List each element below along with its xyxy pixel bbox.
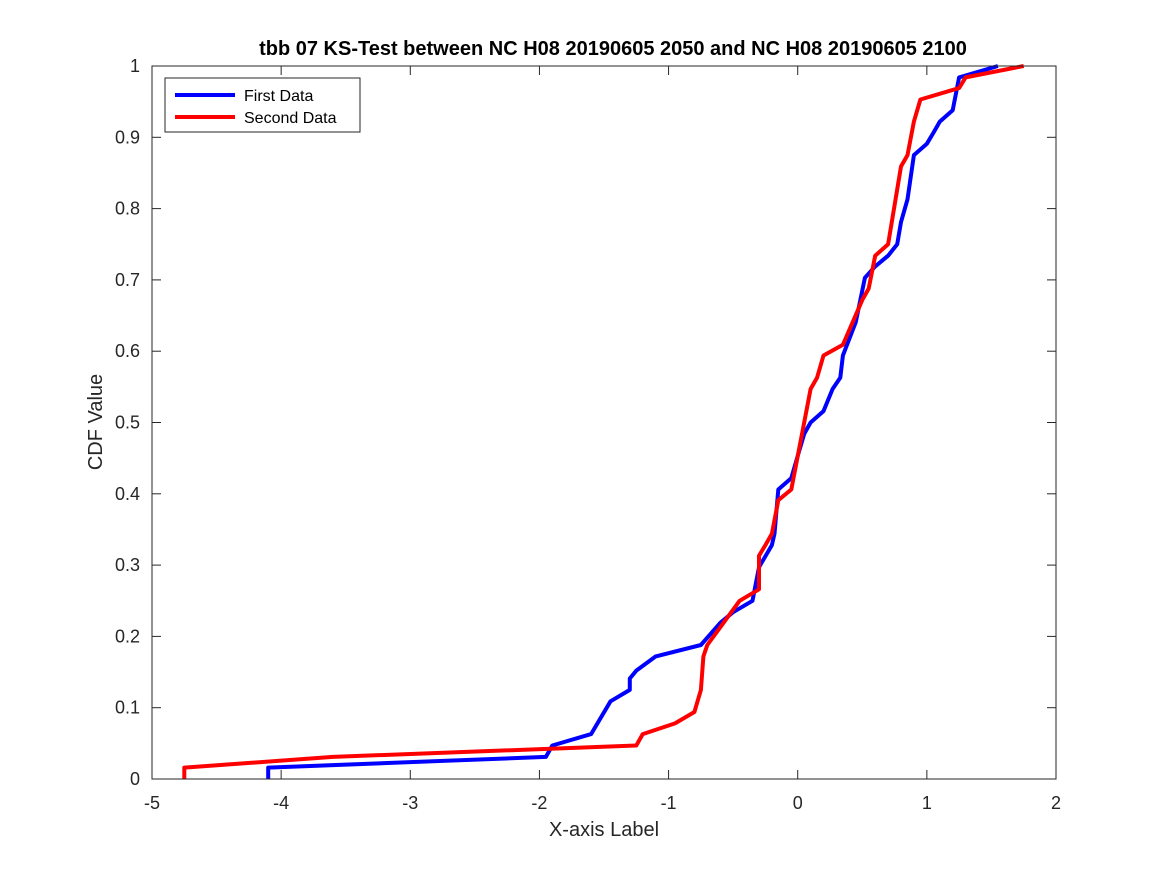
x-tick-label: -4 bbox=[273, 793, 289, 813]
y-tick-label: 0.9 bbox=[115, 127, 140, 147]
x-tick-label: -3 bbox=[402, 793, 418, 813]
series-layer bbox=[182, 64, 1025, 779]
legend: First Data Second Data bbox=[164, 77, 361, 133]
x-tick-label: 2 bbox=[1051, 793, 1061, 813]
legend-label-first-data: First Data bbox=[244, 88, 313, 105]
legend-box bbox=[164, 77, 361, 133]
x-tick-label: -5 bbox=[144, 793, 160, 813]
x-axis-label: X-axis Label bbox=[549, 819, 659, 841]
y-tick-label: 0.7 bbox=[115, 270, 140, 290]
y-axis: 0 0.1 0.2 0.3 0.4 0.5 0.6 0.7 0.8 0.9 1 bbox=[115, 56, 1056, 789]
x-tick-label: -2 bbox=[531, 793, 547, 813]
x-tick-label: 0 bbox=[793, 793, 803, 813]
y-tick-label: 0.2 bbox=[115, 626, 140, 646]
x-tick-label: -1 bbox=[661, 793, 677, 813]
plot-area bbox=[152, 66, 1056, 779]
chart-title: tbb 07 KS-Test between NC H08 20190605 2… bbox=[259, 38, 967, 60]
x-axis: -5 -4 -3 -2 -1 0 1 2 bbox=[144, 66, 1061, 813]
y-tick-label: 0.6 bbox=[115, 341, 140, 361]
y-tick-label: 0.3 bbox=[115, 555, 140, 575]
y-tick-label: 0.1 bbox=[115, 698, 140, 718]
x-tick-label: 1 bbox=[922, 793, 932, 813]
y-tick-label: 0 bbox=[130, 769, 140, 789]
y-tick-label: 0.8 bbox=[115, 199, 140, 219]
y-tick-label: 0.4 bbox=[115, 484, 140, 504]
legend-label-second-data: Second Data bbox=[244, 110, 337, 127]
y-tick-label: 1 bbox=[130, 56, 140, 76]
y-tick-label: 0.5 bbox=[115, 413, 140, 433]
y-axis-label: CDF Value bbox=[85, 374, 107, 470]
series-line-second-data bbox=[182, 64, 1025, 779]
